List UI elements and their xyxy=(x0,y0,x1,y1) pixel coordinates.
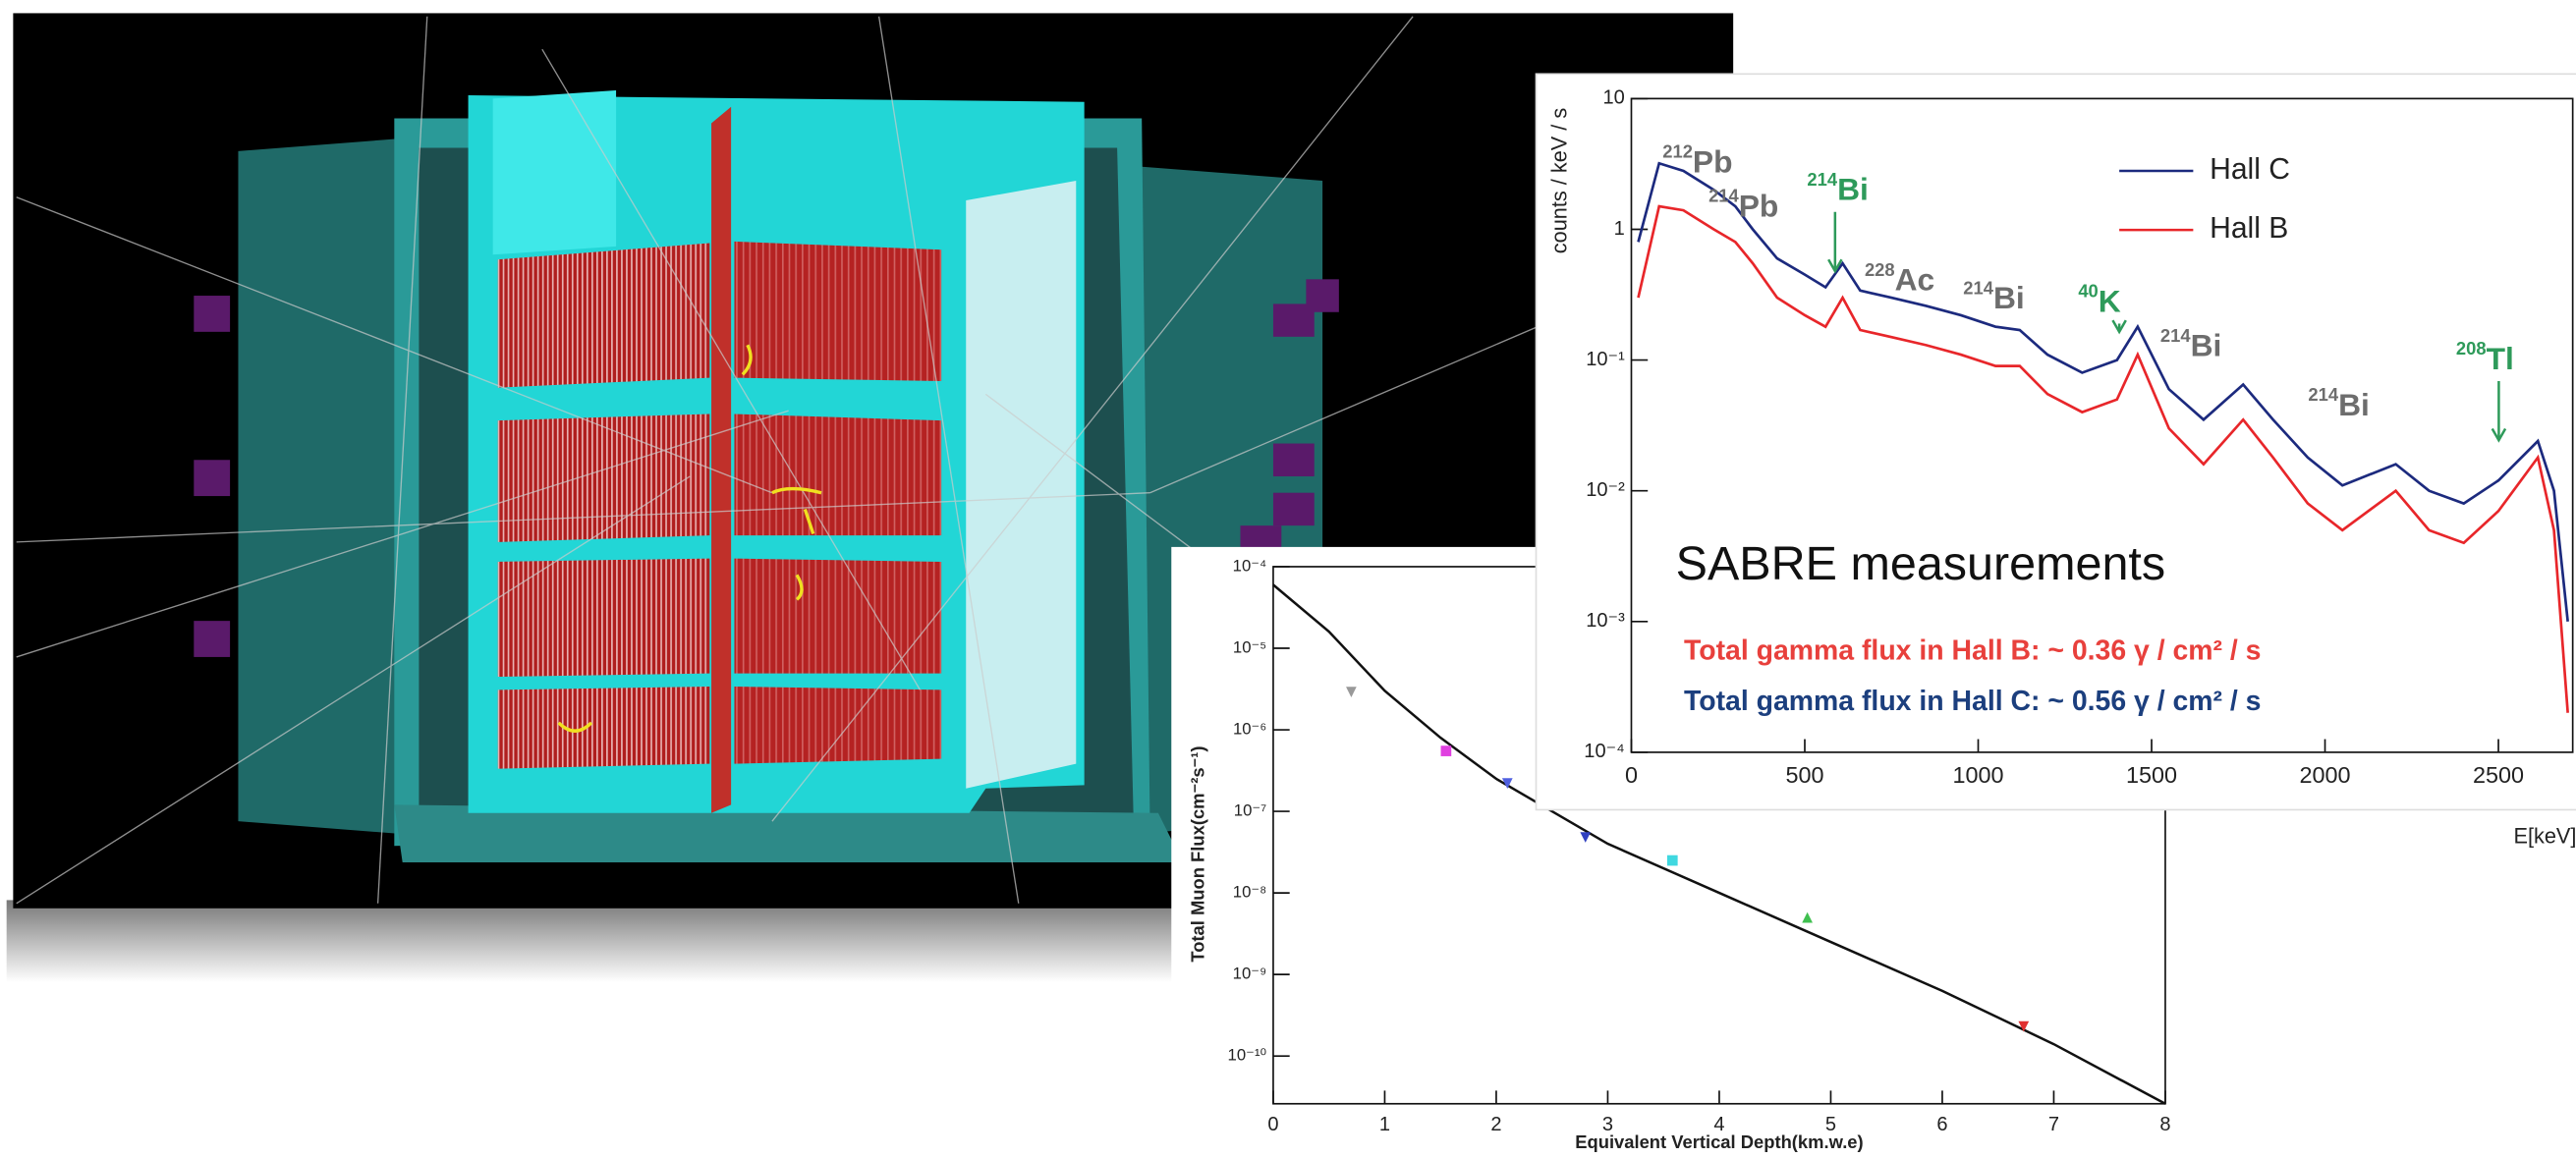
x-tick-label: 2500 xyxy=(2473,762,2524,788)
slide: 01234567810⁻¹⁰10⁻⁹10⁻⁸10⁻⁷10⁻⁶10⁻⁵10⁻⁴Eq… xyxy=(0,0,2576,1158)
isotope-element: Pb xyxy=(1739,189,1779,224)
isotope-element: Tl xyxy=(2487,341,2514,376)
legend-label: Hall C xyxy=(2210,153,2290,186)
y-tick-label: 1 xyxy=(1614,218,1625,240)
detector-render-part xyxy=(194,296,230,332)
detector-render-part xyxy=(194,460,230,496)
isotope-element: Bi xyxy=(1993,280,2025,315)
detector-render-part xyxy=(711,107,731,813)
x-tick-label: 0 xyxy=(1625,762,1638,788)
isotope-mass: 208 xyxy=(2456,338,2487,358)
page: {"chart_data": [ {"type": "line", "ylabe… xyxy=(0,0,2576,1158)
detector-render-part xyxy=(194,621,230,657)
y-axis-title: counts / keV / s xyxy=(1546,108,1571,254)
detector-render-part xyxy=(498,687,710,769)
isotope-element: Bi xyxy=(2191,328,2222,363)
x-tick-label: 1500 xyxy=(2126,762,2177,788)
y-tick-label: 10⁻¹⁰ xyxy=(1228,1046,1267,1065)
detector-render-part xyxy=(498,559,710,677)
isotope-element: Pb xyxy=(1693,144,1733,180)
x-tick-label: 7 xyxy=(2048,1114,2059,1135)
y-tick-label: 10⁻³ xyxy=(1586,610,1625,632)
y-tick-label: 10⁻⁹ xyxy=(1233,965,1267,983)
x-axis-title: E[keV] xyxy=(2513,824,2576,849)
data-point xyxy=(1667,855,1678,866)
isotope-mass: 228 xyxy=(1865,259,1895,280)
isotope-mass: 214 xyxy=(2308,384,2338,405)
x-tick-label: 0 xyxy=(1267,1114,1278,1135)
y-tick-label: 10 xyxy=(1602,87,1624,109)
isotope-element: Ac xyxy=(1895,262,1935,298)
annotation-text: SABRE measurements xyxy=(1676,537,2166,590)
y-tick-label: 10⁻⁴ xyxy=(1584,741,1625,762)
detector-render-part xyxy=(966,181,1076,789)
detector-render-part xyxy=(734,687,941,764)
isotope-mass: 212 xyxy=(1662,140,1693,161)
detector-render-part xyxy=(1306,279,1338,311)
detector-render-part xyxy=(493,90,616,254)
y-tick-label: 10⁻⁵ xyxy=(1233,637,1266,656)
data-point xyxy=(1441,745,1452,756)
detector-render-part xyxy=(394,804,1183,862)
isotope-mass: 214 xyxy=(2160,325,2191,346)
detector-render-part xyxy=(734,559,941,674)
detector-render-part xyxy=(498,414,710,541)
y-tick-label: 10⁻² xyxy=(1586,479,1625,501)
x-tick-label: 2 xyxy=(1490,1114,1501,1135)
y-tick-label: 10⁻⁷ xyxy=(1234,800,1266,819)
isotope-mass: 214 xyxy=(1708,186,1739,206)
x-tick-label: 8 xyxy=(2159,1114,2170,1135)
annotation-text: Total gamma flux in Hall B: ~ 0.36 γ / c… xyxy=(1684,634,2262,666)
x-axis-title: Equivalent Vertical Depth(km.w.e) xyxy=(1575,1131,1863,1152)
x-tick-label: 1 xyxy=(1379,1114,1390,1135)
y-axis-title: Total Muon Flux(cm⁻²s⁻¹) xyxy=(1188,746,1208,963)
x-tick-label: 1000 xyxy=(1952,762,2003,788)
x-tick-label: 2000 xyxy=(2299,762,2350,788)
x-tick-label: 6 xyxy=(1936,1114,1947,1135)
x-tick-label: 500 xyxy=(1785,762,1823,788)
y-tick-label: 10⁻¹ xyxy=(1586,349,1625,370)
detector-render-part xyxy=(734,414,941,535)
isotope-mass: 214 xyxy=(1807,169,1837,190)
y-tick-label: 10⁻⁶ xyxy=(1233,719,1266,738)
detector-render-part xyxy=(498,244,710,388)
isotope-mass: 214 xyxy=(1963,277,1993,298)
y-tick-label: 10⁻⁸ xyxy=(1233,883,1266,902)
legend-label: Hall B xyxy=(2210,212,2288,245)
isotope-element: Bi xyxy=(2338,387,2370,422)
isotope-element: Bi xyxy=(1837,172,1869,207)
isotope-element: K xyxy=(2099,284,2121,319)
detector-render-part xyxy=(1273,493,1315,525)
y-tick-label: 10⁻⁴ xyxy=(1233,556,1267,575)
detector-render-part xyxy=(734,242,941,381)
isotope-mass: 40 xyxy=(2078,281,2098,302)
annotation-text: Total gamma flux in Hall C: ~ 0.56 γ / c… xyxy=(1684,686,2262,717)
detector-render-part xyxy=(1273,444,1315,476)
